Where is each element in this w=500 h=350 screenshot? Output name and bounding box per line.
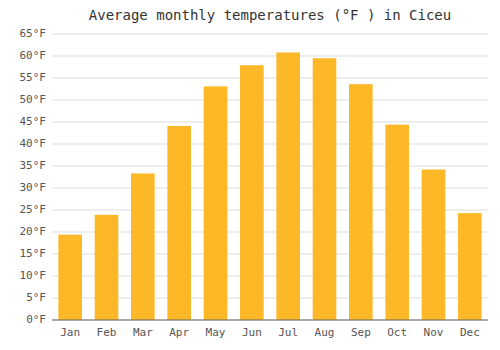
grid [52,34,488,320]
bar [458,213,482,320]
y-tick-label: 20°F [20,225,47,238]
bar [204,86,228,320]
bar [422,170,446,320]
grid-line [52,320,488,321]
y-tick-label: 50°F [20,93,47,106]
x-tick-label: Apr [169,326,189,339]
grid-line [52,122,488,123]
grid-line [52,34,488,35]
x-tick-label: Jun [242,326,262,339]
y-ticks: 0°F 5°F 10°F 15°F 20°F 25°F 30°F 35°F 40°F 45°F 50… [20,27,47,326]
title: Average monthly temperatures (°F ) in Ci… [89,7,451,23]
y-tick-label: 55°F [20,71,47,84]
bar [58,235,82,320]
x-tick-label: Oct [387,326,407,339]
x-tick-label: Mar [133,326,153,339]
bar [167,126,191,320]
x-tick-label: Jan [60,326,80,339]
bar [385,125,409,320]
x-tick-label: Jul [278,326,298,339]
grid-line [52,56,488,57]
y-tick-label: 30°F [20,181,47,194]
bars [58,52,481,320]
grid-line [52,100,488,101]
x-tick-label: May [206,326,226,339]
bar [131,173,155,320]
y-tick-label: 15°F [20,247,47,260]
grid-line [52,166,488,167]
y-tick-label: 5°F [26,291,46,304]
bar [313,58,337,320]
y-tick-label: 35°F [20,159,47,172]
y-tick-label: 0°F [26,313,46,326]
y-tick-label: 25°F [20,203,47,216]
x-tick-label: Nov [424,326,444,339]
chart: 0°F 5°F 10°F 15°F 20°F 25°F 30°F 35°F 40°F 45°F 50… [0,0,500,350]
y-tick-label: 60°F [20,49,47,62]
bar [95,215,119,320]
y-tick-label: 65°F [20,27,47,40]
y-tick-label: 45°F [20,115,47,128]
x-tick-label: Feb [97,326,117,339]
x-tick-label: Aug [315,326,335,339]
x-ticks: Jan Feb Mar Apr May Jun Jul Aug Sep Oct Nov Dec [60,326,480,339]
bar [276,52,300,320]
x-tick-label: Sep [351,326,371,339]
bar [240,65,264,320]
y-tick-label: 10°F [20,269,47,282]
grid-line [52,78,488,79]
y-tick-label: 40°F [20,137,47,150]
grid-line [52,144,488,145]
x-tick-label: Dec [460,326,480,339]
x-axis-line [52,320,488,321]
bar [349,84,373,320]
